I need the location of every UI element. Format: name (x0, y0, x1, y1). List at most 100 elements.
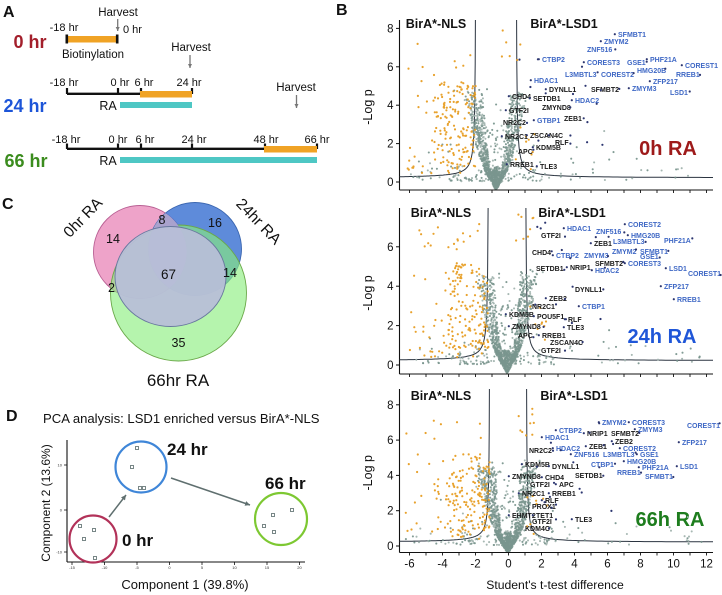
svg-text:Harvest: Harvest (171, 42, 211, 54)
svg-text:DYNLL1: DYNLL1 (549, 87, 576, 94)
svg-text:APC: APC (518, 149, 533, 156)
svg-text:CHD4: CHD4 (512, 94, 531, 101)
svg-text:GTBP1: GTBP1 (537, 118, 560, 125)
svg-text:SFMBT2: SFMBT2 (591, 87, 619, 94)
svg-text:HDAC1: HDAC1 (567, 226, 591, 233)
svg-text:NR2C2: NR2C2 (503, 120, 526, 127)
svg-text:CHD4: CHD4 (545, 475, 564, 482)
svg-text:Component 1 (39.8%): Component 1 (39.8%) (121, 577, 248, 592)
svg-text:66 hr: 66 hr (265, 474, 306, 493)
svg-text:-18 hr: -18 hr (50, 77, 79, 89)
svg-text:8: 8 (387, 400, 393, 412)
svg-text:ZFP217: ZFP217 (682, 440, 707, 447)
svg-text:ZSCAN4C: ZSCAN4C (530, 133, 563, 140)
svg-text:LSD1: LSD1 (669, 266, 687, 273)
svg-text:ZFP217: ZFP217 (664, 284, 689, 291)
svg-text:RLF: RLF (545, 498, 559, 505)
svg-text:CTBP1: CTBP1 (582, 304, 605, 311)
svg-text:PHF21A: PHF21A (642, 465, 669, 472)
svg-text:-10: -10 (102, 565, 109, 570)
svg-text:ZMYM2: ZMYM2 (612, 249, 637, 256)
svg-text:4: 4 (387, 281, 394, 293)
svg-text:GTF2I: GTF2I (541, 348, 561, 355)
svg-text:6 hr: 6 hr (136, 134, 155, 146)
svg-text:2: 2 (108, 281, 115, 295)
svg-text:ZEB1: ZEB1 (594, 241, 612, 248)
svg-text:L3MBTL3: L3MBTL3 (565, 72, 597, 79)
svg-text:HDAC1: HDAC1 (534, 78, 558, 85)
svg-text:2: 2 (538, 559, 544, 571)
svg-text:TLE3: TLE3 (575, 517, 592, 524)
svg-text:COREST2: COREST2 (601, 72, 634, 79)
svg-text:SFMBT2: SFMBT2 (595, 261, 623, 268)
svg-text:SETDB1: SETDB1 (536, 266, 564, 273)
svg-text:COREST1: COREST1 (687, 423, 720, 430)
svg-text:-2: -2 (470, 559, 480, 571)
svg-text:HDAC2: HDAC2 (575, 98, 599, 105)
svg-text:24 hr: 24 hr (181, 134, 206, 146)
svg-text:ZEB1: ZEB1 (589, 444, 607, 451)
svg-text:B: B (336, 2, 348, 19)
svg-text:GTF2I: GTF2I (530, 482, 550, 489)
svg-text:4: 4 (387, 470, 394, 482)
svg-text:KDM5B: KDM5B (509, 312, 534, 319)
svg-text:-18 hr: -18 hr (50, 22, 79, 34)
svg-text:0: 0 (505, 559, 511, 571)
svg-text:Student's t-test difference: Student's t-test difference (486, 578, 624, 592)
svg-text:66hr RA: 66hr RA (147, 371, 210, 390)
svg-text:-Log p: -Log p (361, 275, 375, 310)
svg-text:KDM4C: KDM4C (525, 526, 550, 533)
svg-text:BirA*-LSD1: BirA*-LSD1 (540, 389, 607, 403)
svg-text:14: 14 (223, 266, 237, 280)
svg-text:D: D (6, 408, 18, 425)
svg-text:-10: -10 (56, 550, 63, 555)
svg-text:15: 15 (265, 565, 270, 570)
svg-text:ZFP217: ZFP217 (653, 79, 678, 86)
svg-text:ZMYND8: ZMYND8 (542, 105, 571, 112)
svg-text:GSE1: GSE1 (627, 60, 646, 67)
svg-text:NRIP1: NRIP1 (570, 265, 591, 272)
svg-text:SFMBT1: SFMBT1 (645, 474, 673, 481)
svg-text:10: 10 (58, 463, 63, 468)
svg-text:HDAC1: HDAC1 (545, 435, 569, 442)
svg-text:14: 14 (106, 232, 120, 246)
svg-text:-6: -6 (404, 559, 414, 571)
svg-text:ZEB2: ZEB2 (549, 296, 567, 303)
svg-text:ZEB1: ZEB1 (564, 116, 582, 123)
svg-text:ZNF516: ZNF516 (596, 229, 621, 236)
svg-text:2: 2 (387, 321, 393, 333)
svg-text:PCA analysis: LSD1 enriched ve: PCA analysis: LSD1 enriched versus BirA*… (43, 411, 320, 426)
svg-text:-4: -4 (437, 559, 448, 571)
svg-text:A: A (3, 4, 15, 21)
svg-text:66 hr: 66 hr (4, 151, 47, 171)
svg-text:GSE1: GSE1 (640, 254, 659, 261)
svg-text:NR2C1: NR2C1 (522, 491, 545, 498)
svg-text:COREST2: COREST2 (623, 446, 656, 453)
svg-text:HMG20B: HMG20B (631, 233, 660, 240)
svg-text:GSE1: GSE1 (640, 452, 659, 459)
svg-text:DYNLL1: DYNLL1 (552, 464, 579, 471)
svg-text:NRIP1: NRIP1 (587, 431, 608, 438)
svg-text:8: 8 (637, 559, 643, 571)
svg-text:66h RA: 66h RA (636, 509, 705, 531)
svg-text:-5: -5 (135, 565, 139, 570)
svg-text:PROX1: PROX1 (532, 504, 556, 511)
svg-text:6: 6 (604, 559, 610, 571)
svg-text:LSD1: LSD1 (670, 90, 688, 97)
svg-text:6 hr: 6 hr (135, 77, 154, 89)
svg-text:CTBP2: CTBP2 (559, 428, 582, 435)
svg-text:POU5F1: POU5F1 (537, 314, 564, 321)
svg-text:ZMYM2: ZMYM2 (604, 39, 629, 46)
svg-text:Harvest: Harvest (276, 82, 316, 94)
svg-text:24 hr: 24 hr (3, 96, 46, 116)
svg-text:RA: RA (99, 154, 117, 168)
svg-text:0: 0 (387, 177, 393, 189)
svg-text:0: 0 (168, 565, 171, 570)
svg-text:BirA*-LSD1: BirA*-LSD1 (538, 206, 605, 220)
svg-text:BirA*-LSD1: BirA*-LSD1 (530, 17, 597, 31)
svg-text:KDM5B: KDM5B (536, 145, 561, 152)
svg-text:RREB1: RREB1 (676, 72, 700, 79)
svg-text:CHD4: CHD4 (532, 250, 551, 257)
svg-text:2: 2 (387, 139, 393, 151)
svg-text:NR2C2: NR2C2 (529, 448, 552, 455)
